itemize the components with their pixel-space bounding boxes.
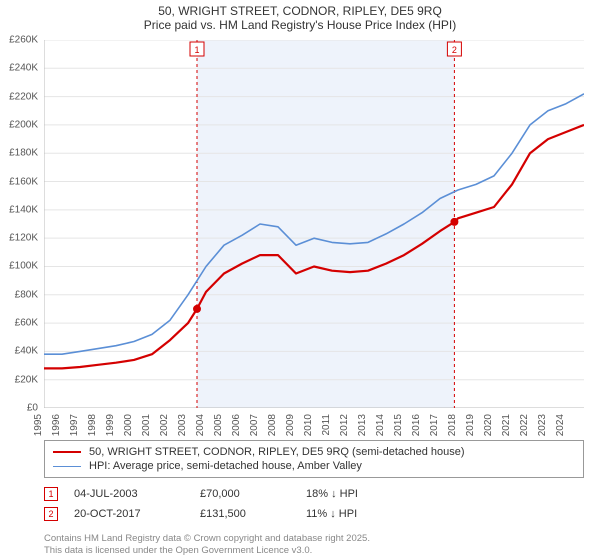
svg-text:1: 1 — [194, 45, 199, 55]
y-tick-label: £180K — [9, 148, 38, 159]
transaction-row: 1 04-JUL-2003 £70,000 18% ↓ HPI — [44, 484, 584, 504]
y-tick-label: £60K — [15, 318, 38, 329]
transaction-diff: 11% ↓ HPI — [306, 508, 357, 520]
x-tick-label: 2002 — [159, 414, 170, 436]
y-tick-label: £240K — [9, 63, 38, 74]
y-tick-label: £120K — [9, 233, 38, 244]
transaction-marker: 1 — [44, 487, 58, 501]
x-tick-label: 2004 — [195, 414, 206, 436]
x-tick-label: 2018 — [447, 414, 458, 436]
chart-area: 12 £0£20K£40K£60K£80K£100K£120K£140K£160… — [44, 40, 584, 408]
legend-row: 50, WRIGHT STREET, CODNOR, RIPLEY, DE5 9… — [53, 445, 575, 459]
y-tick-label: £40K — [15, 346, 38, 357]
x-tick-label: 2017 — [429, 414, 440, 436]
x-tick-label: 2015 — [393, 414, 404, 436]
y-axis-labels: £0£20K£40K£60K£80K£100K£120K£140K£160K£1… — [0, 40, 40, 408]
y-tick-label: £140K — [9, 204, 38, 215]
y-tick-label: £200K — [9, 119, 38, 130]
legend-label: HPI: Average price, semi-detached house,… — [89, 460, 362, 472]
chart-svg: 12 — [44, 40, 584, 408]
legend-row: HPI: Average price, semi-detached house,… — [53, 459, 575, 473]
transaction-diff: 18% ↓ HPI — [306, 488, 358, 500]
x-axis-labels: 1995199619971998199920002001200220032004… — [44, 412, 584, 432]
title-subtitle: Price paid vs. HM Land Registry's House … — [0, 18, 600, 32]
transaction-marker: 2 — [44, 507, 58, 521]
x-tick-label: 1998 — [87, 414, 98, 436]
x-tick-label: 2008 — [267, 414, 278, 436]
x-tick-label: 1995 — [33, 414, 44, 436]
x-tick-label: 2016 — [411, 414, 422, 436]
transaction-row: 2 20-OCT-2017 £131,500 11% ↓ HPI — [44, 504, 584, 524]
x-tick-label: 2023 — [537, 414, 548, 436]
x-tick-label: 2011 — [321, 414, 332, 436]
x-tick-label: 2013 — [357, 414, 368, 436]
x-tick-label: 2007 — [249, 414, 260, 436]
x-tick-label: 2014 — [375, 414, 386, 436]
svg-text:2: 2 — [452, 45, 457, 55]
legend-box: 50, WRIGHT STREET, CODNOR, RIPLEY, DE5 9… — [44, 440, 584, 478]
y-tick-label: £100K — [9, 261, 38, 272]
footer-line2: This data is licensed under the Open Gov… — [44, 545, 370, 556]
y-tick-label: £80K — [15, 289, 38, 300]
title-address: 50, WRIGHT STREET, CODNOR, RIPLEY, DE5 9… — [0, 4, 600, 18]
chart-title-block: 50, WRIGHT STREET, CODNOR, RIPLEY, DE5 9… — [0, 0, 600, 34]
legend-swatch — [53, 451, 81, 453]
legend-swatch — [53, 466, 81, 467]
y-tick-label: £220K — [9, 91, 38, 102]
x-tick-label: 2006 — [231, 414, 242, 436]
transaction-price: £131,500 — [200, 508, 290, 520]
x-tick-label: 2012 — [339, 414, 350, 436]
y-tick-label: £260K — [9, 35, 38, 46]
legend-label: 50, WRIGHT STREET, CODNOR, RIPLEY, DE5 9… — [89, 446, 465, 458]
transactions-table: 1 04-JUL-2003 £70,000 18% ↓ HPI 2 20-OCT-2017… — [44, 484, 584, 524]
x-tick-label: 2009 — [285, 414, 296, 436]
x-tick-label: 2001 — [141, 414, 152, 436]
x-tick-label: 2024 — [555, 414, 566, 436]
x-tick-label: 2019 — [465, 414, 476, 436]
x-tick-label: 1996 — [51, 414, 62, 436]
x-tick-label: 2003 — [177, 414, 188, 436]
x-tick-label: 2021 — [501, 414, 512, 436]
footer-attribution: Contains HM Land Registry data © Crown c… — [44, 533, 370, 556]
x-tick-label: 2020 — [483, 414, 494, 436]
y-tick-label: £160K — [9, 176, 38, 187]
transaction-date: 04-JUL-2003 — [74, 488, 184, 500]
footer-line1: Contains HM Land Registry data © Crown c… — [44, 533, 370, 544]
y-tick-label: £0 — [27, 403, 38, 414]
x-tick-label: 2000 — [123, 414, 134, 436]
x-tick-label: 2022 — [519, 414, 530, 436]
x-tick-label: 2005 — [213, 414, 224, 436]
x-tick-label: 1999 — [105, 414, 116, 436]
transaction-date: 20-OCT-2017 — [74, 508, 184, 520]
x-tick-label: 2010 — [303, 414, 314, 436]
transaction-price: £70,000 — [200, 488, 290, 500]
y-tick-label: £20K — [15, 374, 38, 385]
x-tick-label: 1997 — [69, 414, 80, 436]
